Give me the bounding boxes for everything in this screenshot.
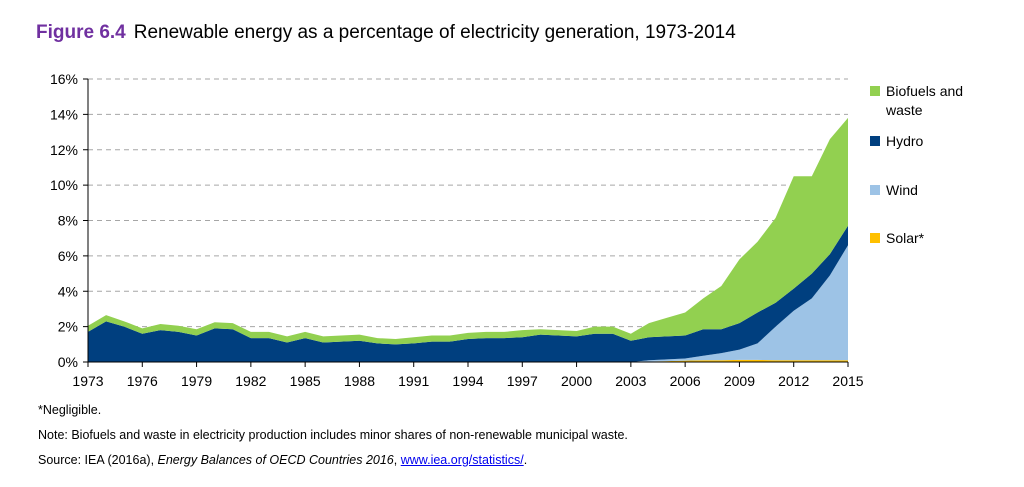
source-note: Source: IEA (2016a), Energy Balances of … xyxy=(38,453,527,467)
y-tick-label: 2% xyxy=(58,319,78,335)
x-axis-ticks: 1973 1976 1979 1982 1985 1988 1991 1994 1997 2000… xyxy=(72,362,864,389)
x-tick-label: 2009 xyxy=(724,373,755,389)
x-tick-label: 2006 xyxy=(670,373,701,389)
legend-label: Hydro xyxy=(886,133,924,149)
x-tick-label: 2003 xyxy=(615,373,646,389)
legend-label: Solar* xyxy=(886,230,925,246)
figure-number: Figure 6.4 xyxy=(36,22,126,43)
area-hydro xyxy=(88,225,848,362)
y-tick-label: 14% xyxy=(50,106,78,122)
legend-label: waste xyxy=(885,102,923,118)
x-tick-label: 1991 xyxy=(398,373,429,389)
legend-swatch xyxy=(870,136,880,146)
y-tick-label: 8% xyxy=(58,213,78,229)
x-tick-label: 2015 xyxy=(832,373,863,389)
source-prefix: Source: IEA (2016a), xyxy=(38,453,158,467)
figure-title-text: Renewable energy as a percentage of elec… xyxy=(133,22,736,43)
x-tick-label: 1982 xyxy=(235,373,266,389)
y-tick-label: 6% xyxy=(58,248,78,264)
x-tick-label: 1985 xyxy=(290,373,321,389)
legend-swatch xyxy=(870,86,880,96)
x-tick-label: 1979 xyxy=(181,373,212,389)
legend-swatch xyxy=(870,233,880,243)
source-publication: Energy Balances of OECD Countries 2016 xyxy=(157,453,394,467)
negligible-note: *Negligible. xyxy=(38,403,102,417)
source-end: . xyxy=(523,453,528,467)
legend-item-hydro: Hydro xyxy=(870,133,924,149)
x-tick-label: 1988 xyxy=(344,373,375,389)
area-series xyxy=(88,117,848,362)
area-chart: 0%2%4%6%8%10%12%14%16% 1973 1976 1979 1982 1… xyxy=(50,71,963,389)
x-tick-label: 2012 xyxy=(778,373,809,389)
legend-item-biofuels-and-waste: Biofuels and waste xyxy=(870,83,963,118)
area-solar xyxy=(88,359,848,362)
x-tick-label: 1997 xyxy=(507,373,538,389)
legend-swatch xyxy=(870,185,880,195)
source-link[interactable]: www.iea.org/statistics/ xyxy=(400,453,524,467)
legend-label: Wind xyxy=(886,182,918,198)
area-biofuels-and-waste xyxy=(88,117,848,345)
biofuel-note: Note: Biofuels and waste in electricity … xyxy=(38,428,628,442)
x-tick-label: 1994 xyxy=(452,373,483,389)
area-wind xyxy=(88,245,848,362)
legend: Biofuels and waste Hydro Wind Solar* xyxy=(870,83,963,246)
source-separator: , xyxy=(393,453,401,467)
y-tick-label: 10% xyxy=(50,177,78,193)
y-axis-ticks: 0% 2% 4% 6% 8% 10% 12% 14% 16% xyxy=(50,71,88,370)
x-tick-label: 2000 xyxy=(561,373,592,389)
x-tick-label: 1973 xyxy=(72,373,103,389)
legend-item-wind: Wind xyxy=(870,182,918,198)
y-tick-label: 0% xyxy=(58,354,78,370)
legend-label: Biofuels and xyxy=(886,83,963,99)
x-tick-label: 1976 xyxy=(127,373,158,389)
figure-title: Figure 6.4 Renewable energy as a percenta… xyxy=(36,22,736,44)
y-tick-label: 12% xyxy=(50,142,78,158)
y-tick-label: 16% xyxy=(50,71,78,87)
y-tick-label: 4% xyxy=(58,283,78,299)
legend-item-solar: Solar* xyxy=(870,230,925,246)
